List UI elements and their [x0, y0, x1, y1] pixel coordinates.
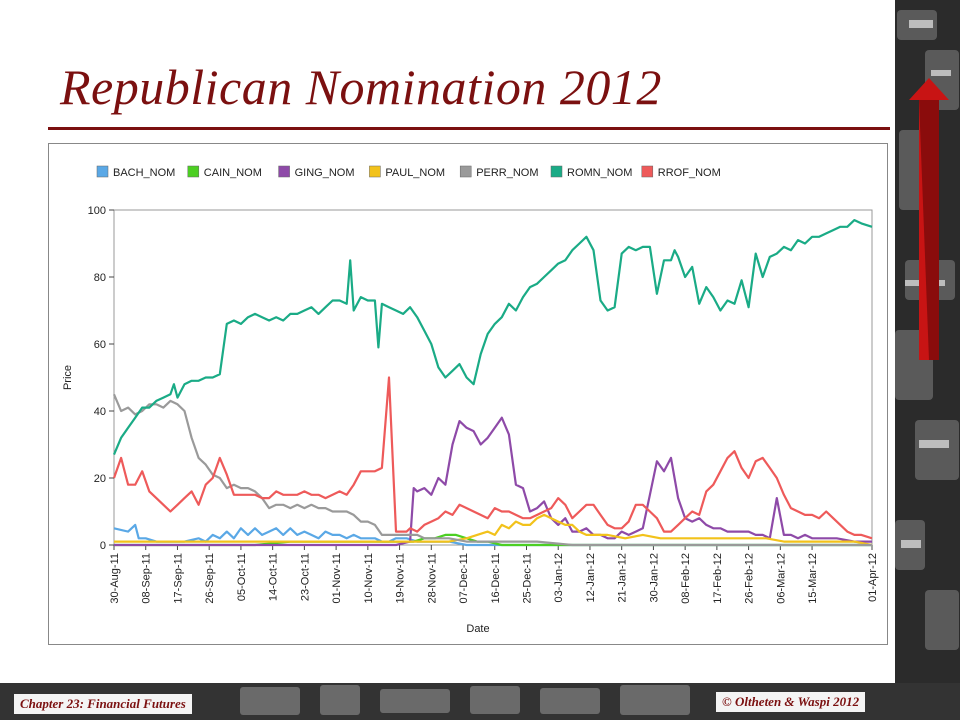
x-tick-label: 23-Oct-11 — [299, 553, 311, 601]
x-tick-label: 01-Nov-11 — [331, 553, 343, 604]
chart-panel: BACH_NOM CAIN_NOM GING_NOM PAUL_NOM PERR_NOM… — [48, 143, 888, 645]
price-line-chart: BACH_NOM CAIN_NOM GING_NOM PAUL_NOM PERR_NOM… — [62, 165, 879, 635]
x-tick-label: 08-Sep-11 — [141, 553, 153, 604]
legend-label-ging_nom: GING_NOM — [295, 167, 355, 179]
y-tick-label: 60 — [94, 339, 106, 351]
y-tick-label: 0 — [100, 540, 106, 552]
x-tick-label: 10-Nov-11 — [363, 553, 375, 604]
series-line-romn_nom — [112, 218, 873, 456]
x-tick-label: 03-Jan-12 — [553, 553, 565, 603]
series-line-perr_nom — [112, 393, 872, 547]
x-tick-label: 25-Dec-11 — [521, 553, 533, 604]
chapter-footer: Chapter 23: Financial Futures — [14, 694, 192, 714]
x-tick-label: 05-Oct-11 — [236, 553, 248, 601]
legend-swatch-paul_nom — [369, 165, 381, 178]
plot-area — [113, 209, 873, 546]
legend-label-rrof_nom: RROF_NOM — [658, 167, 721, 179]
x-tick-label: 21-Jan-12 — [617, 553, 629, 603]
legend-label-cain_nom: CAIN_NOM — [204, 167, 262, 179]
legend-swatch-ging_nom — [278, 165, 290, 178]
legend-swatch-rrof_nom — [641, 165, 654, 178]
decorative-stock-letters-background — [895, 0, 960, 720]
x-tick-label: 16-Dec-11 — [490, 553, 502, 604]
y-tick-label: 100 — [88, 205, 106, 217]
chart-legend: BACH_NOM CAIN_NOM GING_NOM PAUL_NOM PERR_NOM… — [96, 165, 721, 179]
legend-swatch-perr_nom — [459, 165, 472, 178]
y-tick-label: 80 — [94, 272, 106, 284]
legend-swatch-cain_nom — [187, 165, 200, 178]
x-tick-label: 07-Dec-11 — [458, 553, 470, 604]
x-tick-label: 17-Feb-12 — [712, 553, 724, 604]
series-line-paul_nom — [114, 513, 873, 547]
y-tick-label: 20 — [94, 473, 106, 485]
x-tick-label: 17-Sep-11 — [172, 553, 184, 604]
legend-label-romn_nom: ROMN_NOM — [567, 167, 632, 179]
x-tick-label: 28-Nov-11 — [426, 553, 438, 604]
x-tick-label: 26-Feb-12 — [744, 553, 756, 604]
y-axis-title: Price — [62, 365, 74, 390]
x-tick-label: 14-Oct-11 — [268, 553, 280, 601]
slide-title: Republican Nomination 2012 — [60, 59, 662, 115]
title-divider — [48, 127, 890, 130]
legend-swatch-romn_nom — [550, 165, 563, 178]
x-tick-label: 06-Mar-12 — [775, 553, 787, 604]
series-line-ging_nom — [114, 416, 872, 547]
x-tick-label: 30-Aug-11 — [109, 553, 121, 604]
y-tick-label: 40 — [94, 406, 106, 418]
x-tick-label: 30-Jan-12 — [648, 553, 660, 603]
x-tick-label: 26-Sep-11 — [204, 553, 216, 604]
x-tick-label: 01-Apr-12 — [867, 553, 879, 602]
x-axis-title: Date — [466, 623, 489, 635]
legend-label-bach_nom: BACH_NOM — [113, 167, 175, 179]
x-tick-label: 12-Jan-12 — [585, 553, 597, 603]
copyright-footer: © Oltheten & Waspi 2012 — [716, 692, 866, 712]
x-tick-label: 08-Feb-12 — [680, 553, 692, 604]
x-tick-label: 15-Mar-12 — [807, 553, 819, 604]
series-line-rrof_nom — [112, 376, 873, 540]
legend-swatch-bach_nom — [96, 165, 109, 178]
x-tick-label: 19-Nov-11 — [395, 553, 407, 604]
legend-label-perr_nom: PERR_NOM — [476, 167, 538, 179]
legend-label-paul_nom: PAUL_NOM — [385, 167, 445, 179]
